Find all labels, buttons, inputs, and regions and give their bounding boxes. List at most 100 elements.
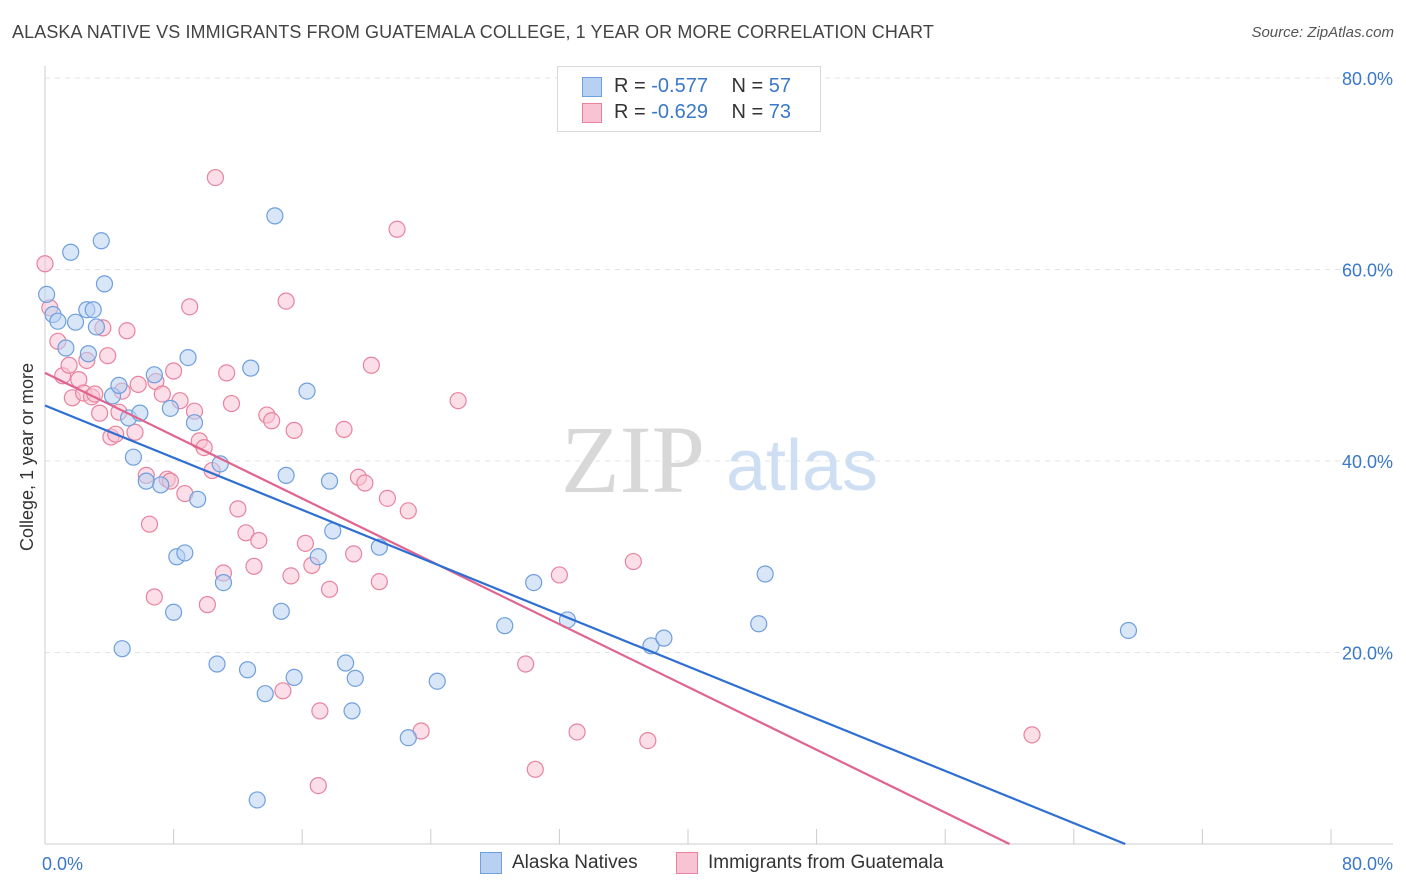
guatemala-point (229, 500, 247, 518)
guatemala-point (399, 502, 417, 520)
grid-lines (45, 77, 1393, 653)
guatemala-point (550, 566, 569, 584)
alaska-native-point (266, 207, 284, 225)
alaska-native-point (285, 668, 303, 686)
alaska-native-point (124, 448, 143, 466)
alaska-native-point (399, 729, 417, 747)
guatemala-point (118, 322, 136, 340)
alaska-native-point (428, 672, 446, 690)
alaska-native-point (525, 574, 543, 592)
guatemala-point (145, 588, 163, 606)
guatemala-point (198, 596, 216, 614)
alaska-native-point (277, 466, 295, 484)
guatemala-point (245, 557, 263, 575)
alaska-native-point (346, 669, 364, 687)
alaska-native-point (208, 655, 226, 673)
guatemala-point (153, 385, 171, 403)
guatemala-point (362, 356, 380, 374)
alaska-native-point (79, 345, 98, 363)
tick-labels: 20.0% 40.0% 60.0% 80.0% 0.0% 80.0% (42, 69, 1393, 874)
y-tick-label: 80.0% (1342, 69, 1393, 89)
guatemala-point (165, 362, 183, 380)
legend-swatch-blue (582, 76, 602, 97)
alaska-native-point (298, 382, 316, 400)
guatemala-point (91, 404, 109, 422)
chart-title: ALASKA NATIVE VS IMMIGRANTS FROM GUATEMA… (12, 22, 934, 42)
alaska-native-point (57, 339, 75, 357)
watermark-zip: ZIP (561, 406, 705, 513)
alaska-native-point (272, 602, 290, 620)
alaska-native-point (145, 366, 163, 384)
alaska-native-point (189, 490, 207, 508)
legend-r-label: R = (614, 101, 646, 123)
alaska-native-point (179, 348, 197, 367)
guatemala-point (206, 168, 224, 187)
alaska-native-point (84, 301, 102, 319)
correlation-legend: R = -0.577 N = 57 R = -0.629 N = 73 (557, 66, 821, 132)
alaska-native-point (161, 399, 179, 417)
watermark-atlas: atlas (726, 426, 878, 506)
y-tick-label: 20.0% (1342, 644, 1393, 664)
guatemala-point (60, 356, 78, 374)
x-tick-label: 80.0% (1342, 854, 1393, 874)
guatemala-point (345, 545, 363, 563)
legend-r-label: R = (614, 75, 646, 97)
alaska-native-point (655, 629, 673, 647)
guatemala-point (378, 489, 396, 507)
alaska-native-point (152, 476, 170, 494)
legend-n-value: 73 (768, 101, 792, 123)
bottom-legend-guatemala: Immigrants from Guatemala (676, 852, 943, 874)
alaska-native-point (750, 615, 768, 633)
bottom-legend-label: Immigrants from Guatemala (708, 852, 944, 874)
y-axis-label: College, 1 year or more (17, 363, 37, 551)
y-tick-label: 60.0% (1342, 261, 1393, 281)
guatemala-point (99, 347, 117, 365)
alaska-native-point (185, 414, 204, 432)
alaska-native-point (756, 565, 774, 583)
alaska-native-point (38, 285, 56, 303)
alaska-native-point (248, 791, 266, 809)
guatemala-point (568, 723, 586, 741)
alaska-native-point (95, 275, 114, 293)
alaska-native-point (337, 654, 355, 672)
source-label: Source: ZipAtlas.com (1251, 24, 1394, 41)
guatemala-point (285, 421, 303, 439)
bottom-legend-swatch-blue (480, 852, 502, 874)
legend-row-alaska-natives: R = -0.577 N = 57 (582, 75, 791, 101)
alaska-native-point (496, 617, 514, 635)
alaska-native-point (256, 685, 274, 703)
guatemala-point (36, 255, 54, 273)
guatemala-point (277, 292, 295, 310)
guatemala-point (218, 364, 236, 382)
bottom-legend-alaska-natives: Alaska Natives (480, 852, 638, 874)
alaska-native-point (113, 640, 131, 658)
bottom-legend-swatch-pink (676, 852, 698, 874)
guatemala-point (263, 412, 281, 430)
guatemala-point (388, 220, 406, 238)
watermark: ZIP atlas (561, 406, 878, 513)
alaska-native-point (242, 359, 260, 377)
axes (44, 66, 1393, 845)
alaska-native-point (309, 548, 327, 566)
alaska-native-point (165, 603, 183, 621)
trend-line-guatemala (44, 371, 1010, 845)
bottom-legend-label: Alaska Natives (512, 852, 638, 874)
guatemala-point (222, 394, 241, 413)
series-alaska-natives (38, 207, 1138, 809)
legend-r-value: -0.577 (651, 75, 708, 97)
guatemala-point (526, 760, 544, 778)
guatemala-point (309, 776, 327, 795)
x-tick-label: 0.0% (42, 854, 83, 874)
guatemala-point (449, 392, 467, 410)
alaska-native-point (343, 702, 361, 720)
guatemala-point (1023, 726, 1041, 744)
alaska-native-point (49, 312, 67, 330)
alaska-native-point (92, 232, 110, 250)
alaska-native-point (62, 243, 80, 261)
guatemala-point (370, 573, 388, 591)
guatemala-point (274, 682, 292, 700)
alaska-native-point (320, 472, 339, 490)
alaska-native-point (1119, 621, 1138, 640)
guatemala-point (639, 731, 657, 750)
legend-n-label: N = (731, 75, 764, 97)
